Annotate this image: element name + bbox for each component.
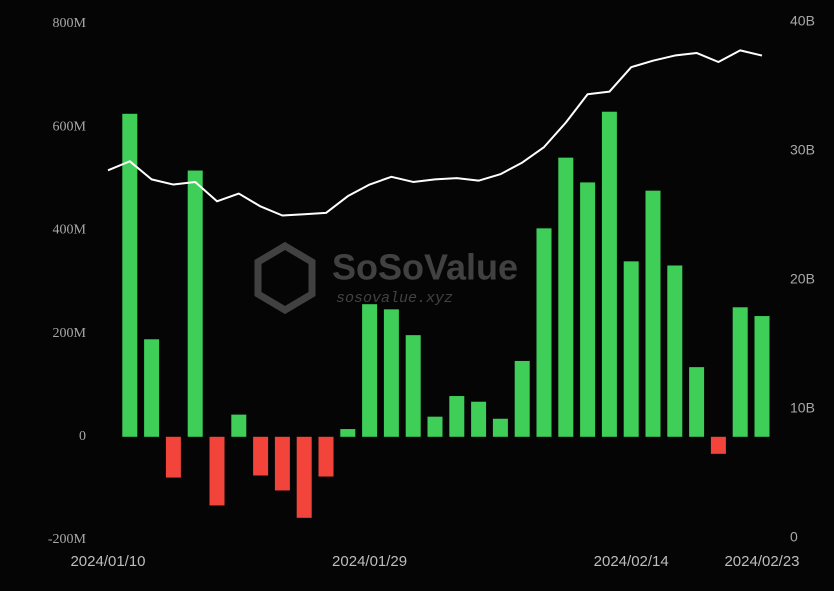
y-tick-label: 400M: [53, 223, 87, 238]
bar: [405, 335, 421, 437]
watermark: SoSoValue sosovalue.xyz: [254, 241, 518, 315]
x-tick-label: 2024/02/23: [724, 553, 799, 570]
watermark-url: sosovalue.xyz: [336, 290, 453, 307]
bar: [340, 429, 356, 437]
watermark-logo: [254, 241, 316, 315]
bar: [253, 436, 269, 476]
bar: [536, 228, 552, 437]
x-tick-label: 2024/02/14: [594, 553, 669, 570]
y2-tick-label: 10B: [790, 400, 815, 416]
y2-tick-label: 30B: [790, 142, 815, 158]
line: [107, 49, 763, 217]
bar: [492, 418, 508, 437]
bar: [296, 436, 312, 518]
bar: [471, 401, 487, 437]
bar: [383, 309, 399, 437]
bar: [362, 304, 378, 437]
y-tick-label: 600M: [53, 119, 87, 134]
y-tick-label: -200M: [48, 532, 87, 547]
y2-tick-label: 20B: [790, 271, 815, 287]
y-tick-label: 200M: [53, 326, 87, 341]
y2-tick-label: 40B: [790, 13, 815, 29]
bar: [732, 307, 748, 437]
x-tick-label: 2024/01/29: [332, 553, 407, 570]
bar: [449, 396, 465, 437]
bar: [187, 170, 203, 437]
y-tick-label: 0: [79, 429, 86, 444]
bar: [427, 416, 443, 437]
bar: [558, 157, 574, 437]
y-tick-label: 800M: [53, 16, 87, 31]
bar: [318, 436, 334, 477]
bar: [165, 436, 181, 478]
bar: [689, 367, 705, 437]
bar: [580, 182, 596, 437]
bar: [209, 436, 225, 506]
bar: [514, 360, 530, 437]
bar: [710, 436, 726, 454]
bar: [754, 316, 770, 437]
bar: [601, 111, 617, 437]
bar: [667, 265, 683, 437]
y2-tick-label: 0: [790, 529, 798, 545]
bar: [231, 414, 247, 437]
bar: [144, 339, 160, 437]
bar: [274, 436, 290, 491]
bar: [645, 190, 661, 437]
watermark-text: SoSoValue: [332, 247, 518, 288]
bar: [623, 261, 639, 437]
x-tick-label: 2024/01/10: [70, 553, 145, 570]
bar: [122, 113, 138, 437]
